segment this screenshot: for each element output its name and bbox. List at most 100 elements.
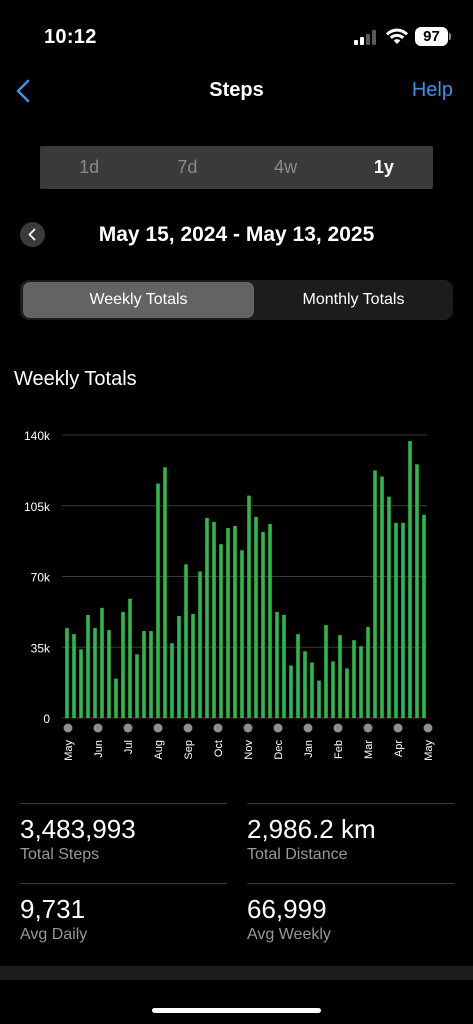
previous-period-button[interactable] <box>20 222 45 247</box>
total-steps-label: Total Steps <box>20 846 100 863</box>
bar <box>331 661 335 718</box>
totals-toggle: Weekly Totals Monthly Totals <box>20 280 453 320</box>
bar <box>296 634 300 718</box>
bar <box>177 615 181 718</box>
bar <box>282 614 286 718</box>
bar <box>233 525 237 718</box>
bar <box>107 630 111 718</box>
x-tick-dot <box>183 723 193 733</box>
bar <box>163 467 167 718</box>
x-tick-dot <box>63 723 73 733</box>
x-tick-label: Mar <box>363 740 375 759</box>
bar <box>380 476 384 718</box>
bar <box>198 571 202 718</box>
bar <box>226 527 230 718</box>
x-tick-dot <box>333 723 343 733</box>
bar <box>240 550 244 718</box>
x-tick-label: Dec <box>273 740 285 760</box>
back-chevron-icon[interactable] <box>14 78 34 104</box>
x-tick-dot <box>363 723 373 733</box>
x-tick-label: Nov <box>243 740 255 760</box>
bar <box>317 680 321 718</box>
bar <box>121 611 125 719</box>
date-range-label: May 15, 2024 - May 13, 2025 <box>98 223 375 246</box>
chevron-left-icon <box>28 228 36 241</box>
x-tick-label: Aug <box>153 740 165 760</box>
x-tick-label: May <box>423 740 435 761</box>
bar <box>170 643 174 718</box>
bar <box>422 514 426 718</box>
x-tick-label: Sep <box>183 740 195 760</box>
bar <box>135 654 139 718</box>
x-tick-label: Jan <box>303 740 315 758</box>
bar <box>254 516 258 718</box>
range-7d[interactable]: 7d <box>177 157 198 177</box>
status-bar: 10:12 97 <box>0 0 473 60</box>
avg-weekly-value: 66,999 <box>247 894 327 924</box>
bar <box>415 464 419 718</box>
x-tick-dot <box>273 723 283 733</box>
x-tick-label: Feb <box>333 740 345 759</box>
bar <box>261 532 265 718</box>
bar <box>401 522 405 718</box>
bar <box>93 628 97 718</box>
y-tick-label: 105k <box>24 500 51 514</box>
range-1y[interactable]: 1y <box>373 157 394 177</box>
bar <box>205 517 209 718</box>
bar <box>338 635 342 718</box>
wifi-icon <box>386 28 408 44</box>
range-selector: 1d 7d 4w 1y <box>40 146 433 189</box>
bar <box>247 495 251 718</box>
bar <box>303 651 307 718</box>
avg-daily-label: Avg Daily <box>20 926 88 943</box>
page-title: Steps <box>209 79 264 101</box>
monthly-totals-tab[interactable]: Monthly Totals <box>302 291 405 308</box>
y-tick-label: 0 <box>43 712 50 726</box>
x-tick-label: Jun <box>93 740 105 758</box>
range-1d[interactable]: 1d <box>79 157 100 177</box>
y-tick-label: 70k <box>31 571 51 585</box>
bar <box>275 611 279 719</box>
x-tick-dot <box>423 723 433 733</box>
weekly-totals-tab[interactable]: Weekly Totals <box>23 282 254 318</box>
bar <box>128 598 132 718</box>
help-link[interactable]: Help <box>411 79 453 101</box>
stats-divider <box>20 803 227 804</box>
bar <box>184 564 188 718</box>
bar <box>212 521 216 718</box>
bar <box>86 614 90 718</box>
x-tick-dot <box>213 723 223 733</box>
y-tick-label: 35k <box>31 641 51 655</box>
stats-divider <box>247 803 454 804</box>
bar <box>387 496 391 718</box>
total-steps-value: 3,483,993 <box>20 814 136 844</box>
total-distance-value: 2,986.2 km <box>247 814 376 844</box>
x-tick-dot <box>243 723 253 733</box>
bar <box>359 646 363 718</box>
bar <box>352 640 356 718</box>
status-time: 10:12 <box>44 26 97 48</box>
home-indicator <box>152 1008 321 1013</box>
x-tick-dot <box>123 723 133 733</box>
battery-tip <box>449 33 451 40</box>
avg-daily-value: 9,731 <box>20 894 86 924</box>
bar <box>373 470 377 719</box>
bar <box>366 627 370 718</box>
bar <box>219 544 223 718</box>
stats-divider <box>20 883 227 884</box>
bar <box>65 628 69 718</box>
stats-divider <box>247 883 454 884</box>
x-tick-dot <box>303 723 313 733</box>
bar <box>324 625 328 718</box>
x-tick-label: Apr <box>393 740 405 757</box>
x-tick-dot <box>153 723 163 733</box>
bar <box>156 483 160 718</box>
range-4w[interactable]: 4w <box>274 157 298 177</box>
bar <box>394 522 398 718</box>
bar <box>142 631 146 718</box>
bar <box>79 649 83 718</box>
bar <box>408 441 412 718</box>
bottom-strip <box>0 980 473 1024</box>
bar <box>191 613 195 718</box>
y-tick-label: 140k <box>24 429 51 443</box>
